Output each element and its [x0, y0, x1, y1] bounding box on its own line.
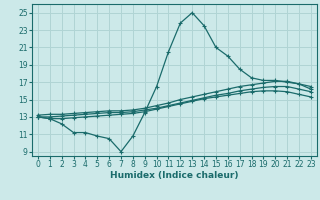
X-axis label: Humidex (Indice chaleur): Humidex (Indice chaleur) [110, 171, 239, 180]
